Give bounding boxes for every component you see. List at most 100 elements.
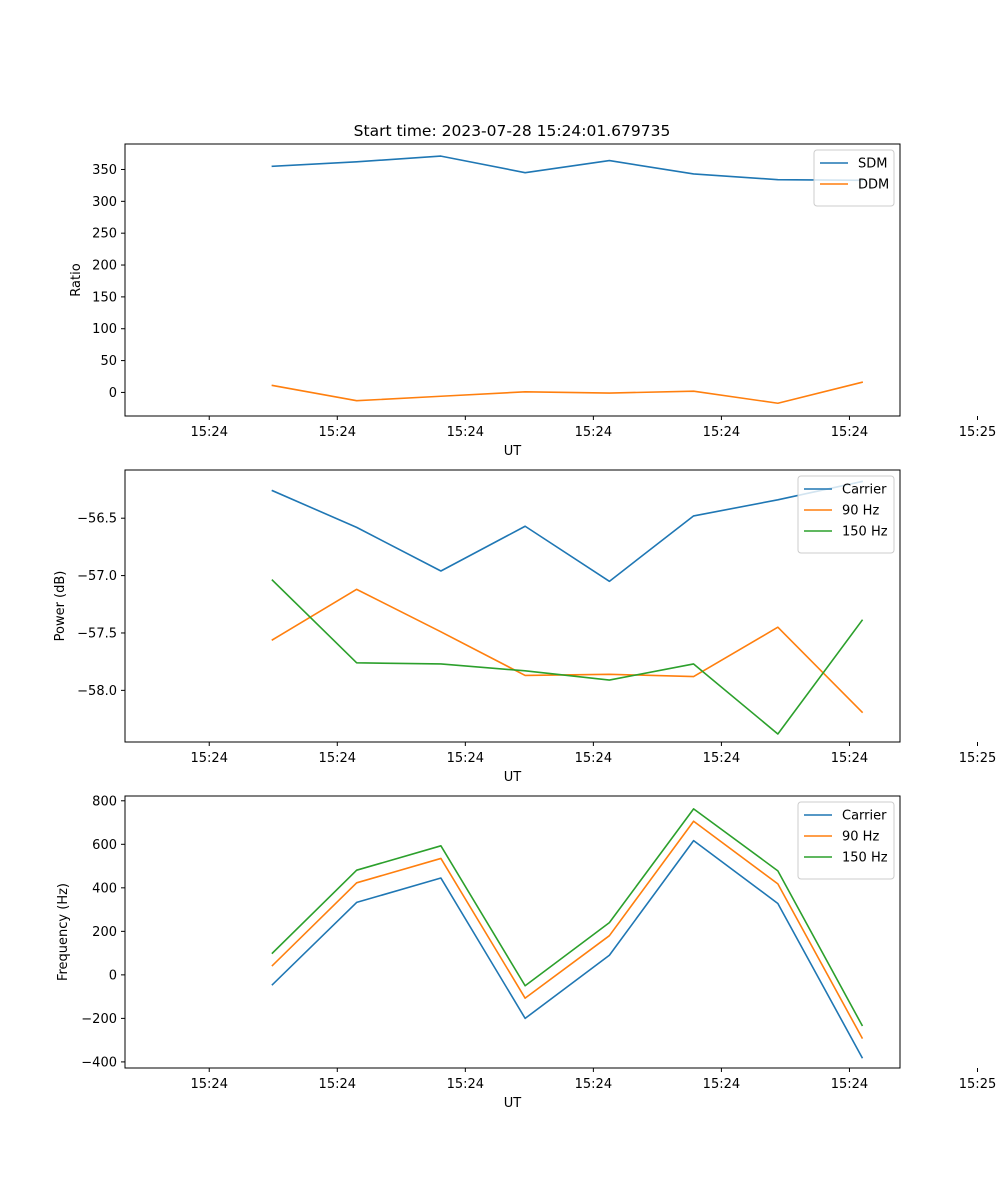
frequency-series-90-hz-point (609, 935, 611, 937)
frequency-series-carrier-point (693, 840, 695, 842)
ratio-x-tick-label: 15:24 (319, 425, 356, 440)
power-legend: Carrier 90 Hz 150 Hz (797, 475, 895, 554)
power-x-axis-label: UT (504, 770, 522, 785)
frequency-series-90-hz-point (440, 858, 442, 860)
power-series-carrier-point (609, 581, 611, 583)
power-y-tick-label: −58.0 (77, 684, 117, 699)
frequency-series-carrier-point (440, 877, 442, 879)
frequency-y-tick-label: −400 (81, 1055, 117, 1070)
power-x-tick-label: 15:24 (575, 751, 612, 766)
frequency-series-150-hz-point (440, 845, 442, 847)
frequency-legend-box (797, 801, 895, 880)
ratio-y-tick-label: 200 (92, 259, 117, 274)
frequency-y-tick-label: 200 (92, 925, 117, 940)
frequency-x-tick-label: 15:24 (447, 1077, 484, 1092)
frequency-series-carrier-point (356, 902, 358, 904)
power-x-tick-label: 15:24 (703, 751, 740, 766)
ratio-y-tick-label: 350 (92, 163, 117, 178)
power-y-tick-label: −57.0 (77, 569, 117, 584)
frequency-series-150-hz-point (777, 870, 779, 872)
frequency-series-150-hz-point (861, 1025, 863, 1027)
power-legend-label-150-hz: 150 Hz (842, 525, 888, 540)
power-series-150-hz-point (609, 679, 611, 681)
ratio-y-tick-label: 300 (92, 195, 117, 210)
figure-title: Start time: 2023-07-28 15:24:01.679735 (354, 122, 671, 140)
ratio-x-tick-label: 15:24 (703, 425, 740, 440)
power-series-carrier-point (524, 525, 526, 527)
power-series-150-hz-point (777, 733, 779, 735)
frequency-legend-label-150-hz: 150 Hz (842, 851, 888, 866)
frequency-series-90-hz-point (272, 965, 274, 967)
ratio-y-tick-label: 250 (92, 227, 117, 242)
ratio-series-sdm-point (440, 155, 442, 157)
ratio-series-sdm-point (524, 172, 526, 174)
power-series-carrier-line (271, 480, 864, 583)
frequency-series-90-hz-point (524, 997, 526, 999)
frequency-series-150-hz-point (272, 952, 274, 954)
ratio-series-sdm-point (693, 173, 695, 175)
power-legend-label-90-hz: 90 Hz (842, 504, 879, 519)
ratio-legend-label-sdm: SDM (858, 157, 887, 172)
ratio-y-tick-label: 150 (92, 290, 117, 305)
ratio-series-ddm-point (440, 395, 442, 397)
frequency-y-tick-label: 400 (92, 881, 117, 896)
ratio-y-tick-label: 100 (92, 322, 117, 337)
frequency-x-tick-label: 15:24 (703, 1077, 740, 1092)
power-x-tick-label: 15:24 (319, 751, 356, 766)
power-x-tick-label: 15:24 (831, 751, 868, 766)
frequency-x-tick-label: 15:24 (831, 1077, 868, 1092)
frequency-series-carrier-point (861, 1057, 863, 1059)
ratio-series-sdm-point (272, 166, 274, 168)
ratio-series-sdm-point (609, 160, 611, 162)
ratio-legend: SDM DDM (813, 149, 895, 207)
frequency-series-90-hz-line (271, 820, 864, 1040)
power-y-tick-label: −56.5 (77, 512, 117, 527)
power-legend-label-carrier: Carrier (842, 483, 887, 498)
ratio-legend-label-ddm: DDM (858, 178, 889, 193)
ratio-x-tick-label: 15:24 (575, 425, 612, 440)
ratio-x-axis-label: UT (504, 444, 522, 459)
power-series-90-hz-point (609, 673, 611, 675)
power-y-tick-label: −57.5 (77, 626, 117, 641)
ratio-y-tick-label: 0 (109, 386, 117, 401)
ratio-series-ddm-point (524, 391, 526, 393)
power-x-tick-label: 15:24 (447, 751, 484, 766)
frequency-y-axis-label: Frequency (Hz) (56, 883, 71, 981)
frequency-series-150-hz-point (693, 808, 695, 810)
frequency-x-tick-label: 15:24 (191, 1077, 228, 1092)
power-series-150-hz-line (271, 579, 864, 735)
frequency-y-tick-label: 800 (92, 794, 117, 809)
ratio-series-sdm-point (356, 161, 358, 163)
power-series-carrier-point (777, 499, 779, 501)
frequency-series-150-hz-point (524, 985, 526, 987)
power-series-90-hz-point (272, 639, 274, 641)
power-series-90-hz-point (524, 675, 526, 677)
frequency-series-150-hz-point (356, 869, 358, 871)
power-series-90-hz-point (356, 589, 358, 591)
ratio-chart-panel: 15:24 15:24 15:24 15:24 15:24 15:24 15:25 0 50 10… (69, 143, 996, 459)
frequency-legend-label-90-hz: 90 Hz (842, 830, 879, 845)
frequency-series-carrier-line (271, 839, 864, 1059)
frequency-y-tick-label: −200 (81, 1012, 117, 1027)
ratio-series-ddm-point (861, 381, 863, 383)
frequency-series-150-hz-point (609, 922, 611, 924)
ratio-series-ddm-point (356, 400, 358, 402)
ratio-y-tick-label: 50 (100, 354, 117, 369)
ratio-series-ddm-point (609, 392, 611, 394)
power-axes-frame (124, 469, 901, 743)
power-x-tick-label: 15:25 (959, 751, 996, 766)
ratio-legend-box (813, 149, 895, 207)
ratio-x-tick-label: 15:25 (959, 425, 996, 440)
ratio-series-ddm-point (272, 385, 274, 387)
power-series-150-hz-point (861, 620, 863, 622)
ratio-series-sdm-point (777, 179, 779, 181)
ratio-x-tick-label: 15:24 (191, 425, 228, 440)
power-y-axis-label: Power (dB) (53, 571, 68, 642)
ratio-y-axis-label: Ratio (69, 263, 84, 296)
frequency-series-90-hz-point (861, 1037, 863, 1039)
frequency-series-90-hz-point (356, 882, 358, 884)
ratio-series-ddm-line (271, 381, 864, 405)
power-chart-panel: 15:24 15:24 15:24 15:24 15:24 15:24 15:25 −58.0… (53, 469, 996, 785)
power-legend-box (797, 475, 895, 554)
